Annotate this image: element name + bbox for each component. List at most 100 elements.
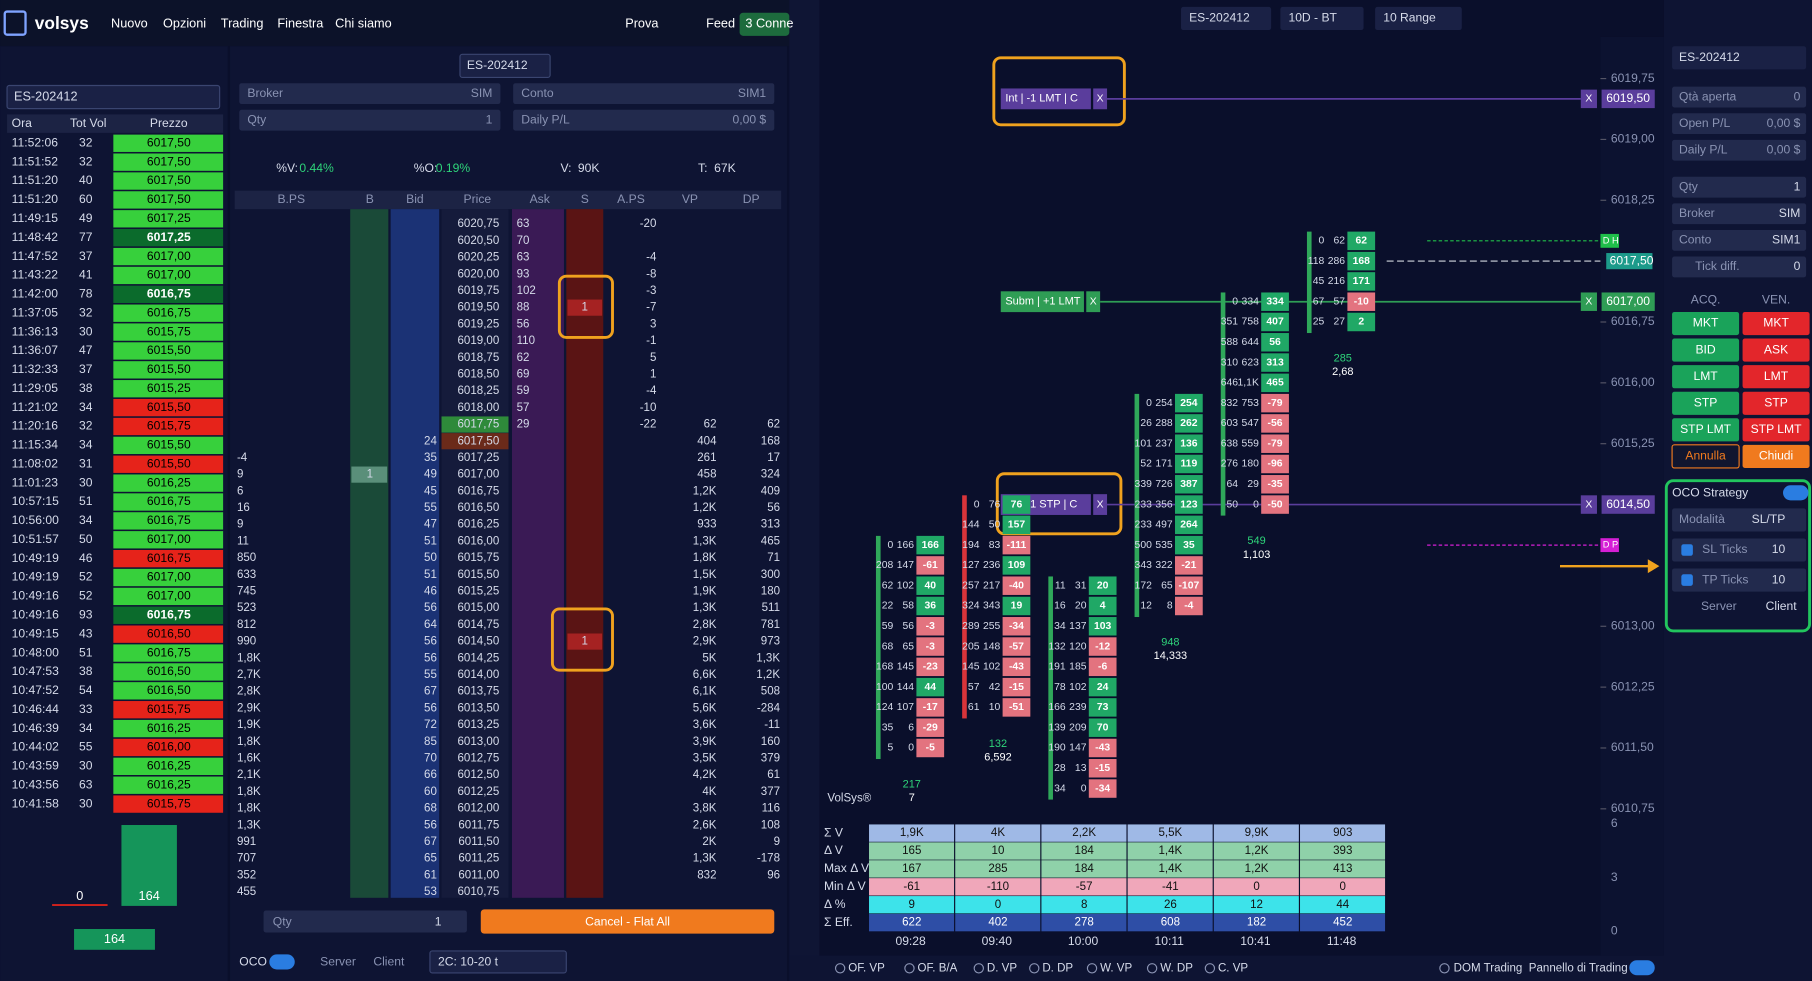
order-label[interactable]: Subm | +1 LMT bbox=[1005, 296, 1080, 308]
sell-button[interactable] bbox=[1742, 391, 1810, 415]
order-label[interactable]: Int | -1 LMT | C bbox=[1005, 93, 1078, 105]
oco-field[interactable] bbox=[1672, 538, 1807, 562]
field[interactable] bbox=[1672, 139, 1807, 161]
menu-item[interactable]: Feed bbox=[706, 16, 735, 31]
panel-toggle[interactable] bbox=[1629, 960, 1655, 976]
order-cancel-label[interactable]: X bbox=[1585, 94, 1592, 105]
menu-item[interactable]: Opzioni bbox=[163, 16, 206, 31]
order-close[interactable] bbox=[1093, 88, 1108, 110]
menu-item[interactable]: Nuovo bbox=[111, 16, 148, 31]
view-label[interactable]: C. VP bbox=[1218, 962, 1248, 974]
order-cancel-label[interactable]: X bbox=[1585, 296, 1592, 307]
view-radio[interactable] bbox=[834, 963, 846, 974]
chart-select-label[interactable]: 10D - BT bbox=[1288, 11, 1337, 25]
view-label[interactable]: OF. B/A bbox=[918, 962, 958, 974]
radio-label[interactable]: Server bbox=[320, 955, 356, 969]
order-close-label[interactable]: X bbox=[1090, 296, 1097, 307]
order-close-label[interactable]: X bbox=[1097, 94, 1104, 105]
button-label[interactable]: STP bbox=[1694, 395, 1718, 409]
symbol-select[interactable] bbox=[459, 53, 551, 78]
buy-button[interactable] bbox=[1672, 418, 1740, 442]
order-cancel-label[interactable]: X bbox=[1585, 499, 1592, 510]
radio-label[interactable]: Server bbox=[1701, 599, 1737, 613]
button-label[interactable]: LMT bbox=[1764, 369, 1789, 383]
flat-label[interactable]: Cancel - Flat All bbox=[585, 914, 670, 928]
button-label[interactable]: LMT bbox=[1693, 369, 1718, 383]
order-cancel[interactable] bbox=[1580, 292, 1597, 311]
button-label[interactable]: MKT bbox=[1763, 316, 1789, 330]
view-label[interactable]: D. VP bbox=[987, 962, 1017, 974]
checkbox[interactable] bbox=[1681, 574, 1693, 586]
field[interactable] bbox=[513, 109, 775, 131]
order-close-label[interactable]: X bbox=[1097, 499, 1104, 510]
radio-label[interactable]: Client bbox=[373, 955, 405, 969]
sell-button[interactable] bbox=[1742, 418, 1810, 442]
field[interactable] bbox=[239, 109, 501, 131]
order-box[interactable] bbox=[1000, 88, 1091, 110]
view-label[interactable]: W. VP bbox=[1100, 962, 1132, 974]
order-close[interactable] bbox=[1093, 494, 1108, 515]
menu-item[interactable]: Chi siamo bbox=[335, 16, 391, 31]
button-label[interactable]: Annulla bbox=[1685, 449, 1726, 463]
buy-button[interactable] bbox=[1672, 391, 1740, 415]
field[interactable] bbox=[1672, 229, 1807, 251]
strategy-select[interactable] bbox=[429, 950, 567, 974]
view-label[interactable]: OF. VP bbox=[848, 962, 885, 974]
view-radio[interactable] bbox=[1086, 963, 1098, 974]
button-label[interactable]: Chiudi bbox=[1759, 449, 1793, 463]
view-radio[interactable] bbox=[904, 963, 915, 974]
menu-item[interactable]: Prova bbox=[625, 16, 659, 31]
oco-toggle[interactable] bbox=[1783, 485, 1809, 501]
oco-field[interactable] bbox=[1672, 568, 1807, 592]
field[interactable] bbox=[1672, 203, 1807, 225]
panel-toggle-label[interactable]: Pannello di Trading bbox=[1529, 962, 1628, 974]
menu-item[interactable]: Finestra bbox=[277, 16, 324, 31]
flat-button[interactable] bbox=[480, 909, 775, 934]
field[interactable] bbox=[1672, 113, 1807, 135]
button-label[interactable]: STP LMT bbox=[1680, 422, 1732, 436]
checkbox[interactable] bbox=[1681, 544, 1693, 556]
view-radio[interactable] bbox=[1439, 963, 1450, 974]
button-label[interactable]: MKT bbox=[1693, 316, 1719, 330]
chart-select[interactable] bbox=[1375, 6, 1462, 31]
button-label[interactable]: BID bbox=[1695, 342, 1715, 356]
chart-select-label[interactable]: ES-202412 bbox=[1189, 11, 1250, 25]
symbol-select[interactable] bbox=[6, 84, 221, 110]
buy-button[interactable] bbox=[1672, 365, 1740, 389]
field[interactable] bbox=[513, 83, 775, 104]
order-close[interactable] bbox=[1086, 291, 1101, 313]
view-radio[interactable] bbox=[1146, 963, 1158, 974]
symbol-select[interactable] bbox=[1672, 46, 1807, 70]
buy-button[interactable] bbox=[1671, 444, 1740, 469]
menu-item[interactable]: Trading bbox=[221, 16, 264, 31]
sell-button[interactable] bbox=[1742, 444, 1810, 468]
dom-trading-label[interactable]: DOM Trading bbox=[1454, 962, 1523, 974]
radio-label[interactable]: Client bbox=[1766, 599, 1798, 613]
button-label[interactable]: STP bbox=[1764, 395, 1788, 409]
chart-select[interactable] bbox=[1181, 6, 1272, 31]
sell-button[interactable] bbox=[1742, 311, 1810, 336]
buy-button[interactable] bbox=[1672, 338, 1740, 362]
chart-select[interactable] bbox=[1280, 6, 1364, 31]
field[interactable] bbox=[239, 83, 501, 104]
view-label[interactable]: D. DP bbox=[1042, 962, 1073, 974]
order-cancel[interactable] bbox=[1580, 495, 1597, 514]
button-label[interactable]: ASK bbox=[1764, 342, 1788, 356]
order-cancel[interactable] bbox=[1580, 89, 1597, 109]
buy-button[interactable] bbox=[1672, 311, 1740, 336]
sell-button[interactable] bbox=[1742, 338, 1810, 362]
chart-select-label[interactable]: 10 Range bbox=[1383, 11, 1436, 25]
view-radio[interactable] bbox=[1204, 963, 1216, 974]
sell-button[interactable] bbox=[1742, 365, 1810, 389]
field[interactable] bbox=[1672, 256, 1807, 278]
button-label[interactable]: STP LMT bbox=[1751, 422, 1803, 436]
view-radio[interactable] bbox=[1029, 963, 1040, 974]
order-box[interactable] bbox=[1000, 291, 1084, 313]
view-radio[interactable] bbox=[973, 963, 984, 974]
oco-field[interactable] bbox=[1672, 508, 1807, 532]
field[interactable] bbox=[1672, 86, 1807, 108]
oco-toggle[interactable] bbox=[269, 954, 295, 970]
field[interactable] bbox=[1672, 176, 1807, 198]
view-label[interactable]: W. DP bbox=[1160, 962, 1193, 974]
qty-input[interactable] bbox=[263, 910, 467, 933]
